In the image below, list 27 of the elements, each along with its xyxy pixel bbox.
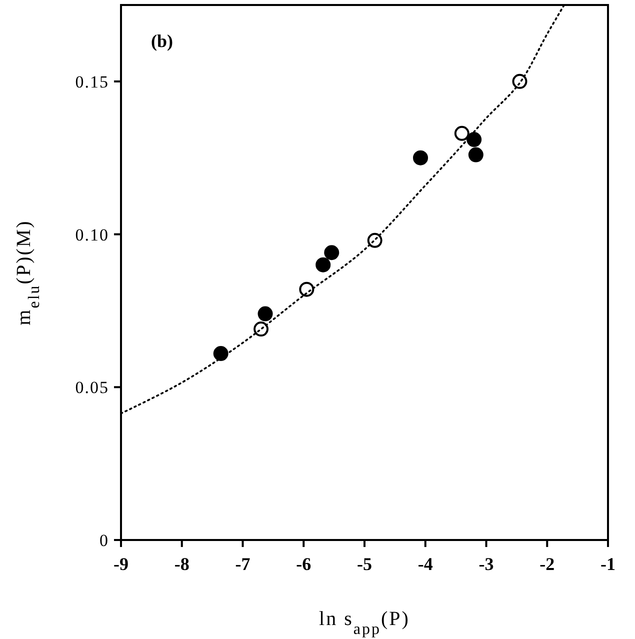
point [258,306,273,322]
point [466,132,482,148]
y-tick-label: 0.10 [75,225,109,244]
x-tick-label: -7 [235,554,250,574]
point [454,126,470,141]
point [213,346,228,362]
point [512,74,528,89]
x-tick-label: -3 [478,554,494,574]
y-tick-label: 0 [100,531,109,550]
point [468,147,484,162]
x-tick-label: -2 [540,554,555,574]
annotation: (b) [151,31,174,51]
x-tick-label: -1 [600,554,616,574]
point [299,282,314,297]
point [324,245,340,260]
x-tick-label: -6 [296,554,312,574]
y-tick-label: 0.05 [75,378,109,398]
x-tick-label: -8 [174,554,190,574]
point [367,232,382,248]
y-tick-label: 0.15 [75,72,109,92]
point [413,150,428,166]
x-tick-label: -9 [114,554,128,574]
x-tick-label: -4 [418,554,433,574]
point [316,257,331,272]
point [254,322,269,337]
x-tick-label: -5 [357,554,372,574]
x-axis-title: ln s$_{app}$(P) [319,608,410,638]
